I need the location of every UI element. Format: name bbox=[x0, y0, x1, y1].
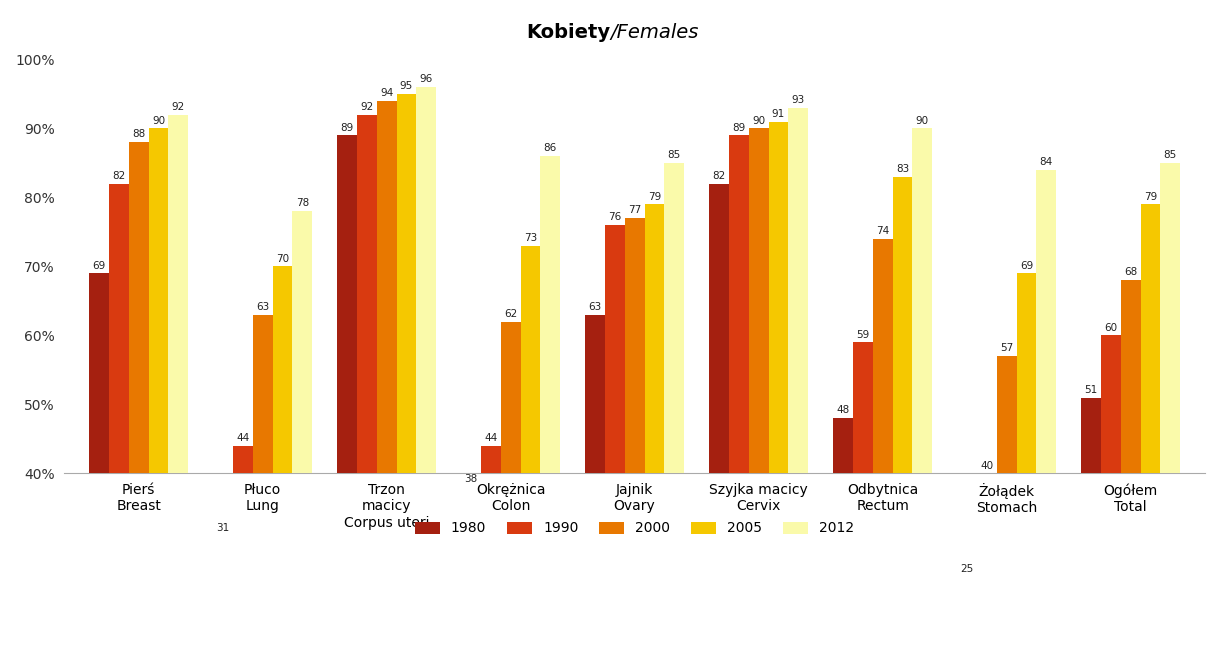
Text: 85: 85 bbox=[1164, 150, 1177, 160]
Text: 62: 62 bbox=[504, 309, 517, 319]
Text: 90: 90 bbox=[752, 116, 765, 126]
Bar bbox=[89, 273, 109, 649]
Text: 94: 94 bbox=[379, 88, 393, 98]
Text: Kobiety: Kobiety bbox=[526, 23, 610, 42]
Text: 60: 60 bbox=[1104, 323, 1118, 333]
Bar bbox=[253, 315, 272, 649]
Bar bbox=[481, 446, 500, 649]
Text: 89: 89 bbox=[340, 123, 354, 132]
Bar bbox=[272, 267, 293, 649]
Bar bbox=[1081, 398, 1100, 649]
Bar bbox=[853, 343, 872, 649]
Text: 69: 69 bbox=[1020, 261, 1033, 271]
Text: 63: 63 bbox=[256, 302, 270, 312]
Bar bbox=[833, 418, 853, 649]
Text: /Females: /Females bbox=[610, 23, 698, 42]
Text: 95: 95 bbox=[400, 81, 414, 91]
Bar bbox=[500, 322, 521, 649]
Bar bbox=[149, 129, 168, 649]
Text: 48: 48 bbox=[836, 406, 849, 415]
Text: 92: 92 bbox=[360, 102, 373, 112]
Text: 85: 85 bbox=[667, 150, 681, 160]
Bar bbox=[168, 115, 188, 649]
Bar bbox=[769, 121, 788, 649]
Bar bbox=[540, 156, 560, 649]
Text: 73: 73 bbox=[523, 233, 537, 243]
Text: 84: 84 bbox=[1039, 157, 1053, 167]
Bar bbox=[605, 225, 625, 649]
Text: 92: 92 bbox=[172, 102, 185, 112]
Bar bbox=[644, 204, 665, 649]
Text: 78: 78 bbox=[295, 199, 309, 208]
Text: 86: 86 bbox=[544, 143, 556, 153]
Text: 83: 83 bbox=[895, 164, 909, 174]
Text: 57: 57 bbox=[1000, 343, 1014, 354]
Text: 59: 59 bbox=[856, 330, 870, 339]
Bar bbox=[872, 239, 893, 649]
Text: 77: 77 bbox=[628, 205, 642, 215]
Bar bbox=[1016, 273, 1036, 649]
Bar bbox=[1100, 336, 1121, 649]
Text: 51: 51 bbox=[1085, 385, 1098, 395]
Bar bbox=[128, 142, 149, 649]
Bar bbox=[293, 211, 312, 649]
Bar bbox=[416, 87, 437, 649]
Bar bbox=[977, 474, 997, 649]
Bar bbox=[997, 356, 1016, 649]
Text: 96: 96 bbox=[420, 74, 433, 84]
Bar bbox=[709, 184, 728, 649]
Text: 79: 79 bbox=[648, 191, 661, 202]
Bar bbox=[461, 487, 481, 649]
Text: 90: 90 bbox=[152, 116, 165, 126]
Text: 38: 38 bbox=[465, 474, 477, 485]
Text: 79: 79 bbox=[1144, 191, 1157, 202]
Bar bbox=[109, 184, 128, 649]
Bar bbox=[788, 108, 808, 649]
Text: 76: 76 bbox=[608, 212, 621, 223]
Bar bbox=[956, 577, 977, 649]
Text: 44: 44 bbox=[237, 433, 249, 443]
Bar bbox=[728, 136, 749, 649]
Bar bbox=[1036, 170, 1057, 649]
Bar bbox=[1121, 280, 1141, 649]
Bar bbox=[665, 163, 684, 649]
Text: 63: 63 bbox=[588, 302, 601, 312]
Bar bbox=[233, 446, 253, 649]
Bar bbox=[357, 115, 377, 649]
Text: 90: 90 bbox=[916, 116, 928, 126]
Text: 74: 74 bbox=[876, 226, 889, 236]
Bar bbox=[377, 101, 397, 649]
Text: 68: 68 bbox=[1124, 267, 1137, 278]
Bar bbox=[893, 177, 913, 649]
Text: 89: 89 bbox=[732, 123, 745, 132]
Bar bbox=[396, 94, 416, 649]
Text: 82: 82 bbox=[712, 171, 726, 181]
Text: 69: 69 bbox=[93, 261, 106, 271]
Bar bbox=[586, 315, 605, 649]
Bar bbox=[214, 535, 233, 649]
Bar bbox=[625, 218, 644, 649]
Bar bbox=[521, 246, 540, 649]
Bar bbox=[337, 136, 357, 649]
Text: 82: 82 bbox=[112, 171, 126, 181]
Bar bbox=[913, 129, 932, 649]
Text: 40: 40 bbox=[980, 461, 993, 471]
Text: 91: 91 bbox=[772, 109, 786, 119]
Bar bbox=[1160, 163, 1180, 649]
Text: 93: 93 bbox=[792, 95, 805, 105]
Bar bbox=[749, 129, 769, 649]
Legend: 1980, 1990, 2000, 2005, 2012: 1980, 1990, 2000, 2005, 2012 bbox=[409, 516, 860, 541]
Text: 44: 44 bbox=[484, 433, 498, 443]
Text: 70: 70 bbox=[276, 254, 289, 263]
Text: 25: 25 bbox=[960, 564, 974, 574]
Bar bbox=[1141, 204, 1160, 649]
Text: 31: 31 bbox=[216, 523, 229, 533]
Text: 88: 88 bbox=[132, 130, 145, 140]
